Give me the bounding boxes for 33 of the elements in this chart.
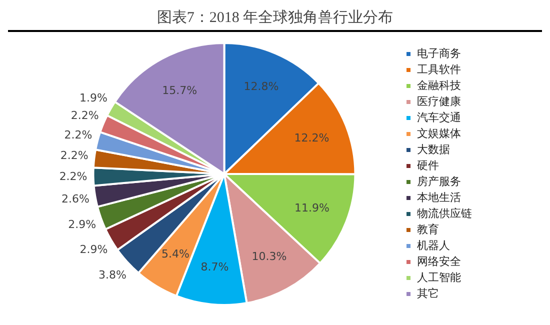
data-label: 3.8% [98, 268, 126, 282]
legend-label: 物流供应链 [417, 206, 472, 220]
legend-label: 电子商务 [417, 46, 461, 60]
data-label: 2.9% [80, 242, 108, 256]
legend-label: 大数据 [417, 142, 450, 156]
data-label: 2.6% [61, 192, 90, 206]
data-label: 10.3% [252, 250, 287, 263]
data-label: 2.2% [64, 128, 92, 142]
chart-title: 图表7：2018 年全球独角兽行业分布 [8, 8, 542, 32]
legend-label: 机器人 [417, 238, 450, 252]
data-label: 11.9% [294, 201, 330, 214]
legend-label: 教育 [417, 222, 439, 236]
data-label: 5.4% [161, 248, 190, 261]
data-label: 2.2% [60, 149, 88, 162]
data-label: 2.2% [70, 108, 99, 122]
data-label: 2.9% [68, 218, 96, 231]
legend-label: 金融科技 [417, 78, 461, 92]
legend-label: 网络安全 [417, 254, 461, 268]
legend-label: 汽车交通 [417, 110, 461, 124]
legend-label: 文娱媒体 [417, 126, 461, 140]
data-label: 15.7% [162, 84, 198, 97]
legend-label: 其它 [417, 286, 439, 300]
legend-label: 硬件 [417, 158, 439, 172]
legend-label: 工具软件 [417, 62, 461, 76]
data-label: 2.2% [59, 170, 88, 183]
legend-label: 房产服务 [417, 174, 461, 188]
data-label: 12.2% [294, 132, 330, 145]
data-label: 8.7% [200, 260, 229, 274]
legend-label: 人工智能 [417, 270, 461, 284]
data-label: 12.8% [244, 80, 279, 94]
data-label: 1.9% [80, 91, 108, 104]
legend-label: 本地生活 [417, 190, 461, 204]
legend-label: 医疗健康 [417, 94, 461, 108]
